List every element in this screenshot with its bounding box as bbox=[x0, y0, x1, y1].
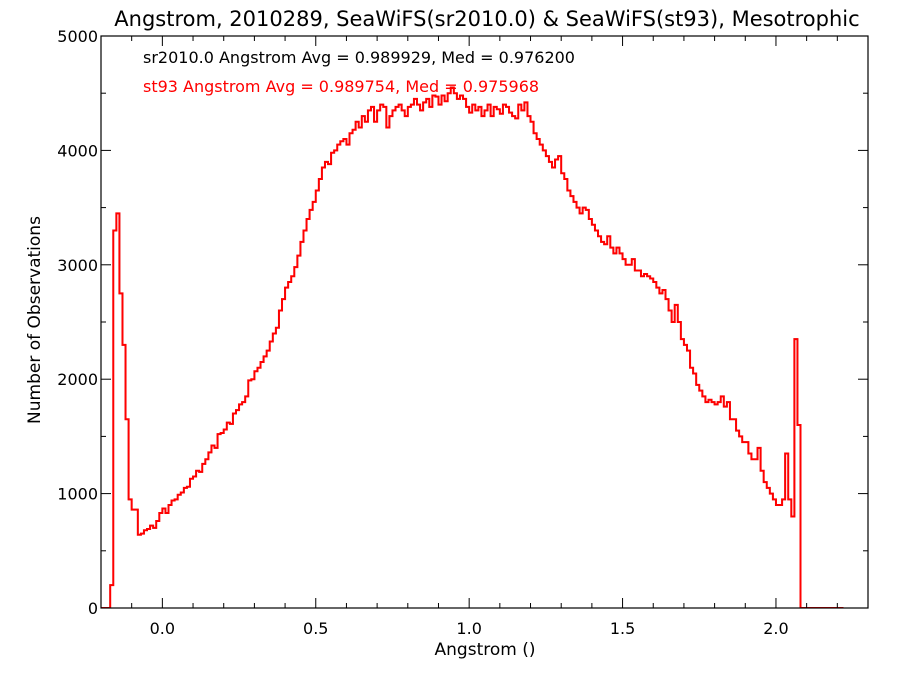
x-tick-label: 1.0 bbox=[456, 619, 481, 638]
y-tick-label: 3000 bbox=[57, 256, 98, 275]
chart-title: Angstrom, 2010289, SeaWiFS(sr2010.0) & S… bbox=[114, 7, 859, 31]
x-tick-label: 2.0 bbox=[763, 619, 788, 638]
series-layer bbox=[101, 86, 844, 608]
y-axis-label: Number of Observations bbox=[25, 216, 45, 424]
plot-frame bbox=[100, 35, 869, 609]
y-tick-label: 2000 bbox=[57, 370, 98, 389]
x-tick-label: 0.0 bbox=[150, 619, 175, 638]
x-axis-label: Angstrom () bbox=[435, 640, 536, 660]
series-line-sr2010-0 bbox=[101, 86, 844, 608]
annotation-sr2010: sr2010.0 Angstrom Avg = 0.989929, Med = … bbox=[143, 48, 575, 67]
y-tick-label: 4000 bbox=[57, 141, 98, 160]
x-tick-label: 0.5 bbox=[303, 619, 328, 638]
y-tick-label: 1000 bbox=[57, 485, 98, 504]
series-line-st93 bbox=[101, 86, 844, 608]
y-tick-label: 5000 bbox=[57, 27, 98, 46]
y-tick-label: 0 bbox=[88, 599, 98, 618]
ticks-layer: 0.0 0.5 1.0 1.5 2.0 0 1000 2000 3000 4000 5000 bbox=[57, 27, 868, 638]
x-tick-label: 1.5 bbox=[610, 619, 635, 638]
annotation-st93: st93 Angstrom Avg = 0.989754, Med = 0.97… bbox=[143, 77, 539, 96]
